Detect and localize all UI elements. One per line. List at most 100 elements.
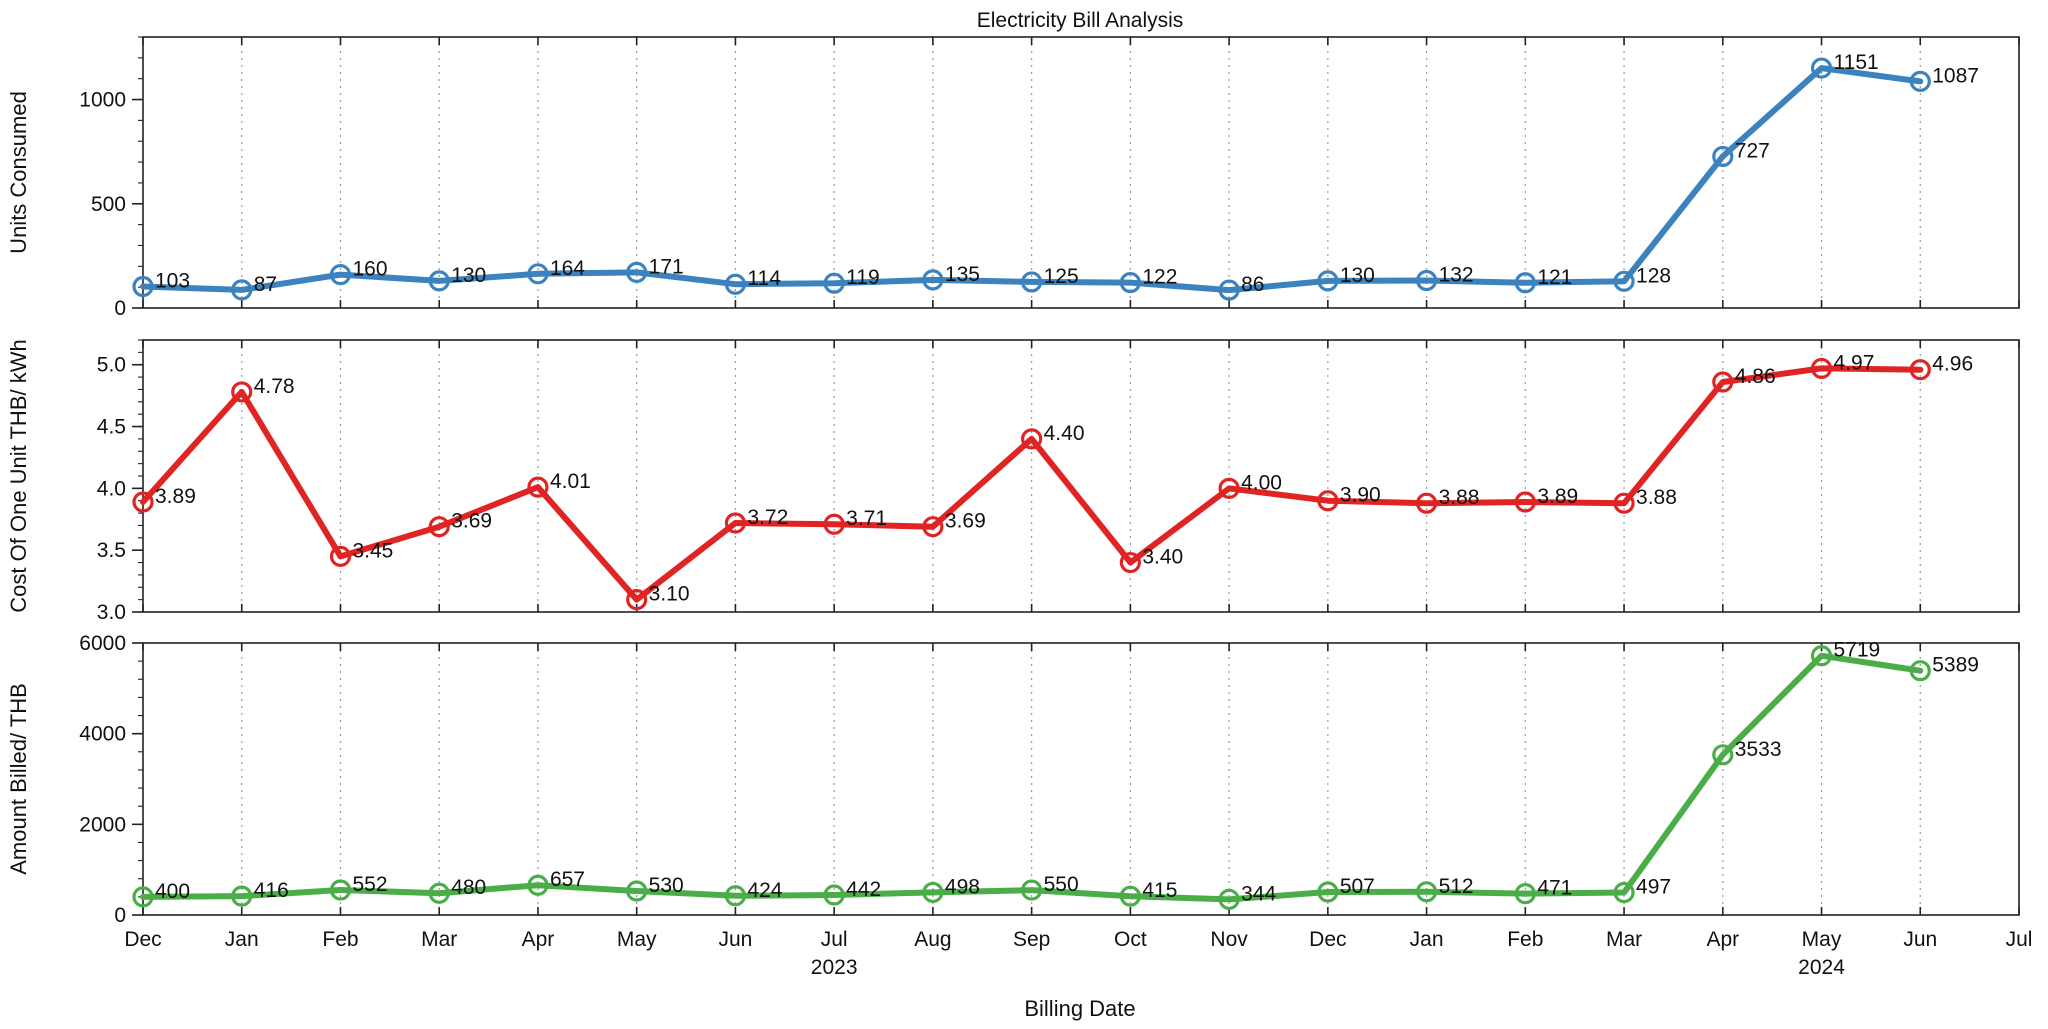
panel-frame	[142, 642, 2020, 916]
x-tick-label: Jun	[718, 928, 752, 951]
data-label: 3533	[1735, 738, 1782, 761]
data-point	[329, 545, 352, 567]
data-label: 4.86	[1735, 365, 1776, 388]
x-tick-label: Aug	[914, 928, 951, 951]
data-point	[1909, 359, 1931, 381]
data-label: 3.69	[945, 510, 986, 533]
data-point	[329, 879, 352, 901]
data-label: 4.97	[1834, 351, 1875, 374]
data-label: 550	[1044, 873, 1079, 896]
data-label: 4.96	[1932, 353, 1973, 376]
x-tick-label: Sep	[1013, 928, 1050, 951]
y-tick-label: 0	[114, 904, 126, 927]
x-tick-label: Apr	[522, 928, 555, 951]
y-tick-label: 1000	[79, 89, 126, 112]
data-label: 3.90	[1340, 484, 1381, 507]
data-point	[1810, 357, 1833, 380]
chart-title: Electricity Bill Analysis	[977, 9, 1184, 32]
data-label: 164	[550, 257, 585, 280]
x-tick-label: Jul	[2006, 928, 2033, 951]
data-point	[626, 589, 648, 611]
data-point	[1317, 490, 1339, 512]
panel-frame	[142, 36, 2020, 309]
data-label: 497	[1636, 875, 1671, 898]
data-label: 121	[1537, 266, 1572, 289]
y-tick-label: 0	[114, 297, 126, 320]
y-tick-label: 4.5	[97, 416, 126, 439]
data-label: 3.45	[352, 539, 393, 562]
data-point	[823, 884, 845, 906]
data-point	[1613, 492, 1635, 514]
y-axis-label: Units Consumed	[6, 91, 31, 254]
data-point	[231, 885, 253, 907]
data-label: 171	[649, 255, 684, 278]
data-label: 424	[747, 879, 782, 902]
data-point	[922, 269, 944, 291]
data-point	[1415, 492, 1438, 514]
data-label: 87	[254, 273, 277, 296]
data-point	[1119, 551, 1141, 574]
x-tick-label: Jan	[1410, 928, 1444, 951]
data-label: 1087	[1932, 64, 1979, 87]
data-point	[1712, 744, 1734, 766]
data-label: 5389	[1932, 654, 1979, 677]
x-tick-label: Jan	[225, 928, 259, 951]
data-point	[1317, 881, 1339, 903]
x-tick-label: Mar	[1606, 928, 1642, 951]
x-axis-label: Billing Date	[1024, 996, 1135, 1021]
data-point	[1712, 145, 1734, 168]
data-label: 3.88	[1636, 486, 1677, 509]
data-label: 3.88	[1439, 486, 1480, 509]
data-label: 119	[846, 266, 879, 289]
data-point	[1415, 269, 1438, 292]
data-label: 160	[352, 258, 387, 281]
data-point	[1810, 57, 1833, 79]
data-label: 128	[1636, 264, 1671, 287]
data-point	[1021, 428, 1043, 450]
data-point	[1119, 271, 1141, 294]
data-label: 135	[945, 263, 980, 286]
data-label: 4.78	[254, 375, 295, 398]
data-point	[1712, 371, 1734, 393]
series-line	[140, 65, 1924, 294]
y-tick-label: 6000	[79, 632, 126, 655]
data-label: 480	[451, 876, 486, 899]
data-point	[1909, 70, 1931, 93]
data-label: 130	[451, 264, 486, 287]
data-point	[527, 476, 549, 498]
data-point	[527, 263, 549, 285]
x-tick-label: Apr	[1706, 928, 1739, 951]
data-point	[1021, 271, 1043, 293]
data-label: 344	[1241, 882, 1276, 905]
y-tick-label: 2000	[79, 813, 126, 836]
y-tick-label: 500	[91, 193, 126, 216]
data-label: 471	[1537, 877, 1572, 900]
x-year-label: 2023	[811, 956, 858, 979]
data-point	[1021, 879, 1043, 901]
data-label: 3.89	[1537, 485, 1578, 508]
plot-layer: 0 500 1000 Units Consumed 103 87 160 130 164 171 1…	[6, 36, 2033, 979]
data-point	[1613, 270, 1635, 292]
data-label: 416	[254, 879, 289, 902]
data-point	[922, 516, 944, 538]
data-label: 552	[352, 873, 387, 896]
data-label: 3.71	[846, 507, 887, 530]
series-line	[140, 365, 1924, 603]
data-label: 132	[1439, 263, 1474, 286]
y-tick-label: 5.0	[97, 354, 126, 377]
data-label: 530	[649, 874, 684, 897]
data-label: 122	[1142, 266, 1177, 289]
data-label: 507	[1340, 875, 1375, 898]
x-tick-label: Jun	[1903, 928, 1937, 951]
data-point	[724, 512, 747, 534]
data-point	[527, 874, 549, 896]
data-label: 3.40	[1142, 546, 1183, 569]
data-point	[1514, 272, 1536, 294]
data-point	[1613, 881, 1635, 904]
data-point	[231, 381, 253, 403]
data-label: 125	[1044, 265, 1079, 288]
data-label: 442	[846, 878, 881, 901]
data-point	[1119, 885, 1141, 907]
data-label: 727	[1735, 139, 1770, 162]
data-point	[626, 261, 648, 283]
